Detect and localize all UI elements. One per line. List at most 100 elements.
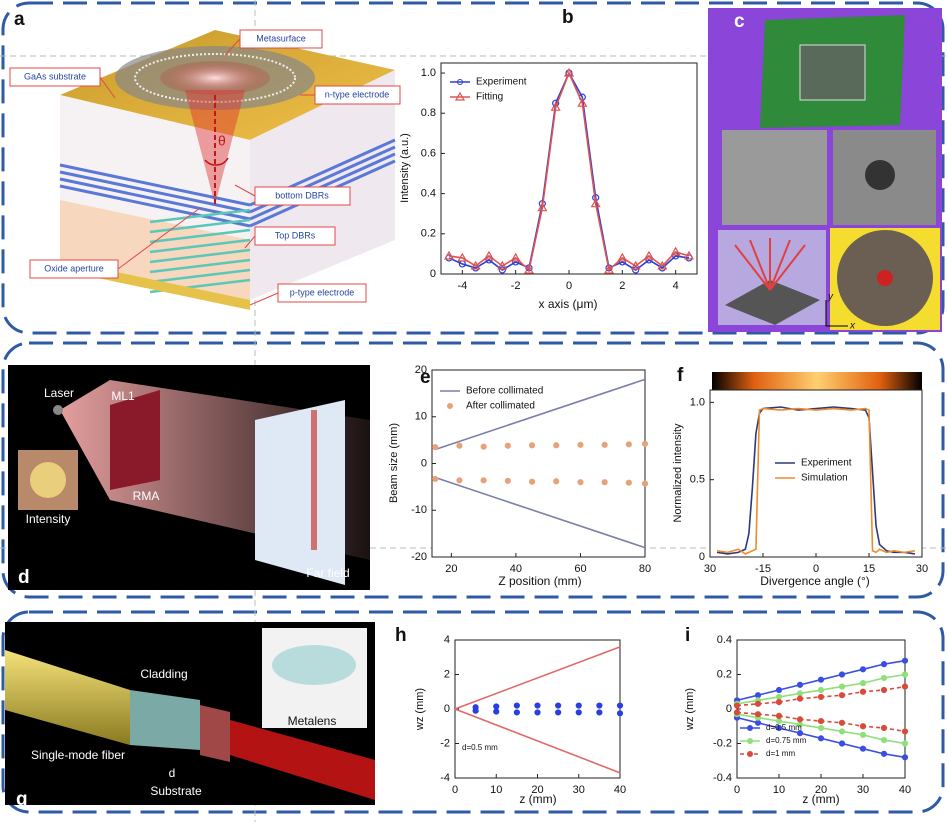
marker	[838, 728, 846, 735]
device-photos	[708, 8, 942, 332]
marker	[616, 710, 624, 717]
x-tick-label: 0	[566, 280, 572, 292]
marker	[456, 442, 463, 449]
marker	[553, 478, 560, 485]
x-tick-label: 80	[639, 563, 651, 575]
legend-label: Experiment	[476, 77, 527, 88]
y-tick-label: 1.0	[421, 67, 436, 79]
y-tick-label: 0.8	[421, 107, 436, 119]
annotation: d=0.5 mm	[462, 743, 498, 752]
chart: 0 10 20 30 40 -0.4 -0.2 0 0.2 0.4 i z (mm) wz (mm) d=…	[684, 625, 911, 806]
marker	[747, 738, 753, 744]
marker	[859, 731, 867, 738]
marker	[733, 702, 741, 709]
row-border	[1, 610, 945, 814]
x-tick-label: 2	[619, 280, 625, 292]
plot-frame	[736, 639, 906, 779]
annotation: GaAs substrate	[24, 71, 86, 81]
marker	[859, 666, 867, 673]
marker	[880, 674, 888, 682]
marker	[617, 252, 628, 262]
marker	[838, 740, 846, 747]
x-tick-label: 30	[573, 784, 585, 796]
marker	[553, 442, 560, 449]
y-tick-label: 0	[726, 703, 732, 715]
x-tick-label: 0	[452, 784, 458, 796]
marker	[497, 260, 508, 270]
marker	[838, 671, 846, 678]
x-tick-label: -2	[511, 280, 521, 292]
series-line	[454, 708, 621, 774]
marker	[796, 716, 804, 723]
marker	[601, 441, 608, 448]
annotation: n-type electrode	[325, 89, 390, 99]
marker	[733, 709, 741, 716]
chart: -4 -2 0 2 4 0 0.2 0.4 0.6 0.8 1.0 b x axis (μm) Inten…	[399, 7, 698, 311]
marker	[443, 250, 455, 260]
marker	[754, 711, 762, 718]
marker	[775, 693, 783, 701]
series-line	[716, 406, 916, 555]
x-axis-label: Divergence angle (°)	[760, 574, 870, 588]
marker	[775, 686, 783, 694]
far-field-image	[712, 372, 922, 390]
x-tick-label: 40	[614, 784, 626, 796]
marker	[504, 442, 511, 449]
marker	[457, 252, 468, 262]
y-tick-label: 0.4	[421, 188, 436, 200]
marker	[901, 683, 909, 690]
x-tick-label: 30	[704, 563, 716, 575]
y-tick-label: 10	[415, 411, 427, 423]
annotation: p-type electrode	[290, 287, 355, 297]
marker	[534, 702, 541, 709]
collimation-setup	[8, 365, 370, 590]
marker	[796, 681, 804, 688]
marker	[880, 736, 888, 744]
marker	[616, 702, 624, 709]
series-line	[454, 646, 621, 710]
y-tick-label: -10	[411, 504, 427, 516]
x-axis-label: z (mm)	[519, 792, 556, 806]
x-tick-label: 15	[863, 563, 875, 575]
series-line	[434, 476, 646, 549]
x-tick-label: 0	[813, 563, 819, 575]
y-tick-label: -20	[411, 551, 427, 563]
marker	[880, 750, 888, 757]
panel-letter: e	[420, 367, 431, 388]
marker	[577, 441, 584, 448]
marker	[817, 693, 825, 701]
marker	[747, 725, 753, 731]
marker	[670, 246, 681, 256]
marker	[641, 440, 649, 447]
y-tick-label: 0	[421, 457, 427, 469]
plot-frame	[454, 639, 621, 779]
marker	[601, 479, 608, 486]
y-tick-label: 20	[415, 364, 427, 376]
marker	[534, 709, 541, 716]
marker	[590, 198, 601, 208]
y-tick-label: 0	[699, 551, 705, 563]
marker	[523, 264, 535, 274]
plot-frame	[440, 62, 698, 275]
row-border	[1, 1, 945, 335]
marker	[880, 686, 888, 694]
x-tick-label: 0	[734, 784, 740, 796]
marker	[457, 79, 463, 85]
marker	[577, 97, 588, 107]
marker	[747, 751, 753, 757]
chart: 0 10 20 30 40 -4 -2 0 2 4 h z (mm) wz (mm) d=0.5 mm	[395, 625, 626, 806]
panel-letter: a	[14, 9, 25, 30]
panel-letter: c	[734, 11, 745, 32]
legend-label: Simulation	[801, 473, 848, 484]
marker	[817, 735, 825, 742]
marker	[859, 745, 867, 752]
x-tick-label: 20	[531, 784, 543, 796]
y-tick-label: 0.5	[690, 474, 705, 486]
marker	[603, 264, 615, 274]
legend-label: After collimated	[466, 401, 535, 412]
marker	[555, 702, 562, 709]
marker	[683, 250, 695, 260]
x-tick-label: 40	[510, 563, 522, 575]
y-tick-label: 1.0	[690, 396, 705, 408]
axis-label: x	[849, 321, 856, 332]
